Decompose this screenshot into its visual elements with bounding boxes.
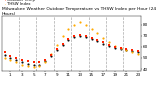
Point — [137, 53, 139, 54]
Point — [67, 28, 70, 30]
Point — [32, 62, 35, 63]
Point — [96, 41, 99, 42]
Point — [90, 37, 93, 39]
Point — [84, 35, 87, 36]
Point — [32, 64, 35, 65]
Point — [67, 38, 70, 40]
Point — [61, 43, 64, 44]
Point — [9, 55, 12, 56]
Point — [44, 60, 46, 61]
Point — [125, 48, 128, 50]
Point — [44, 61, 46, 62]
Point — [113, 47, 116, 49]
Point — [9, 57, 12, 59]
Point — [15, 60, 17, 61]
Point — [113, 45, 116, 46]
Point — [79, 22, 81, 23]
Point — [113, 46, 116, 48]
Point — [84, 24, 87, 25]
Point — [119, 47, 122, 49]
Point — [15, 57, 17, 59]
Point — [96, 39, 99, 41]
Point — [3, 52, 6, 53]
Point — [38, 65, 41, 66]
Point — [9, 60, 12, 61]
Point — [137, 52, 139, 53]
Point — [108, 42, 110, 43]
Point — [26, 65, 29, 66]
Point — [73, 36, 75, 37]
Point — [79, 35, 81, 36]
Point — [137, 51, 139, 52]
Point — [131, 51, 133, 52]
Point — [15, 62, 17, 63]
Point — [50, 54, 52, 55]
Point — [96, 33, 99, 34]
Point — [102, 43, 104, 44]
Point — [21, 62, 23, 63]
Point — [84, 36, 87, 37]
Point — [44, 62, 46, 63]
Point — [55, 50, 58, 51]
Point — [79, 34, 81, 35]
Point — [21, 64, 23, 65]
Point — [108, 44, 110, 45]
Point — [119, 48, 122, 50]
Point — [102, 37, 104, 39]
Point — [90, 38, 93, 40]
Point — [125, 50, 128, 51]
Point — [119, 47, 122, 49]
Point — [67, 39, 70, 41]
Point — [131, 50, 133, 51]
Point — [3, 57, 6, 59]
Point — [26, 63, 29, 64]
Legend: Outdoor Temp, THSW Index: Outdoor Temp, THSW Index — [4, 0, 35, 6]
Point — [125, 50, 128, 51]
Point — [3, 54, 6, 55]
Point — [50, 55, 52, 56]
Point — [38, 64, 41, 65]
Point — [55, 44, 58, 45]
Text: Milwaukee Weather Outdoor Temperature vs THSW Index per Hour (24 Hours): Milwaukee Weather Outdoor Temperature vs… — [2, 7, 156, 16]
Point — [32, 66, 35, 68]
Point — [21, 60, 23, 61]
Point — [55, 48, 58, 50]
Point — [50, 53, 52, 54]
Point — [90, 28, 93, 30]
Point — [108, 45, 110, 46]
Point — [73, 24, 75, 25]
Point — [61, 44, 64, 45]
Point — [38, 62, 41, 63]
Point — [102, 42, 104, 43]
Point — [131, 52, 133, 53]
Point — [26, 61, 29, 62]
Point — [61, 35, 64, 36]
Point — [73, 35, 75, 36]
